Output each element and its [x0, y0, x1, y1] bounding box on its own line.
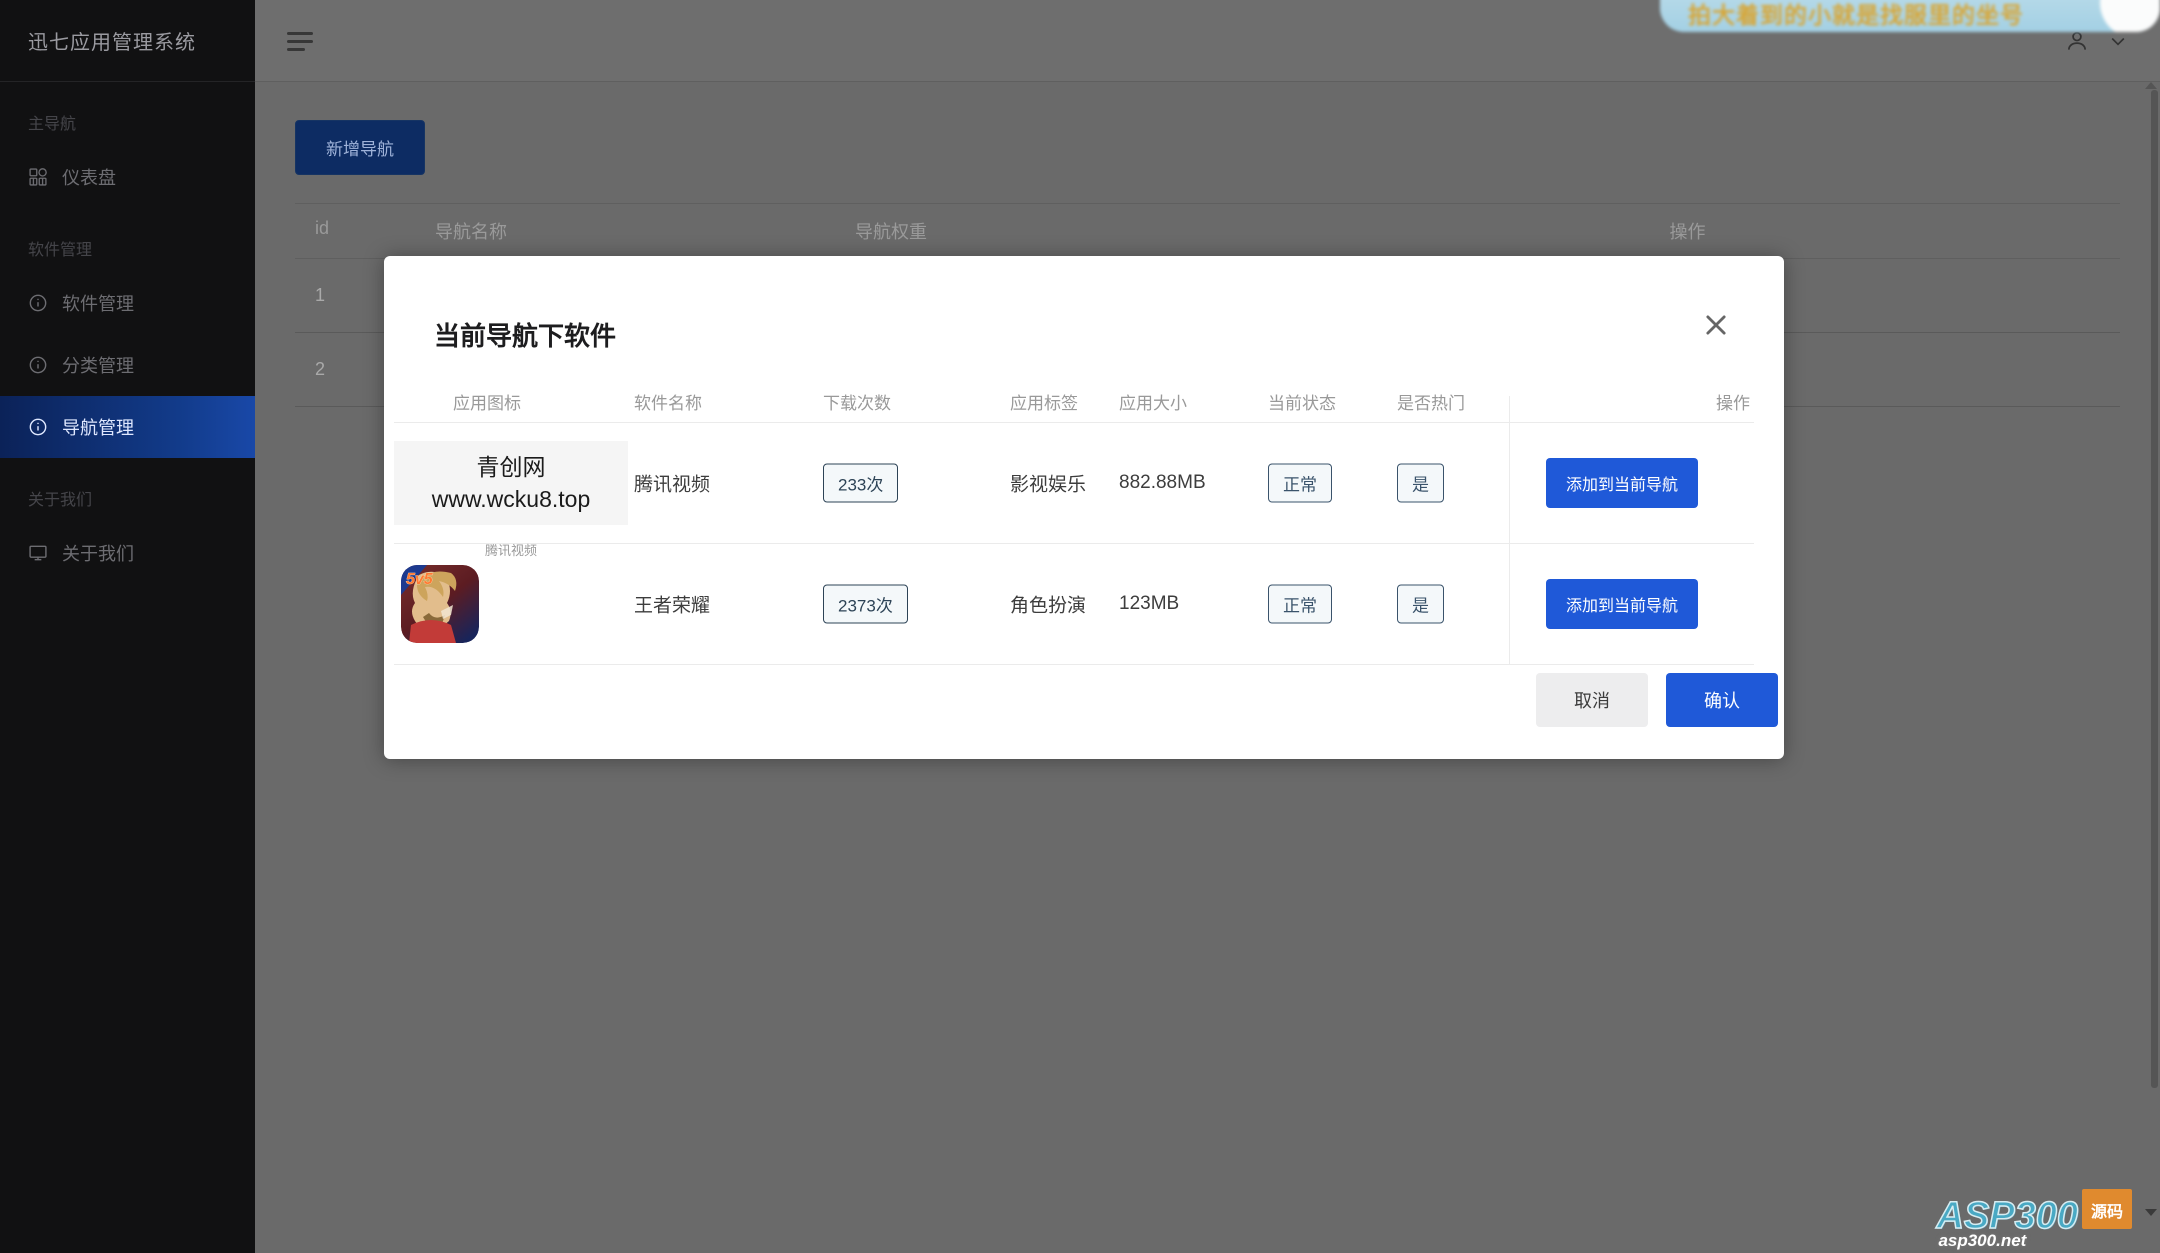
svg-text:5v5: 5v5	[406, 571, 434, 588]
